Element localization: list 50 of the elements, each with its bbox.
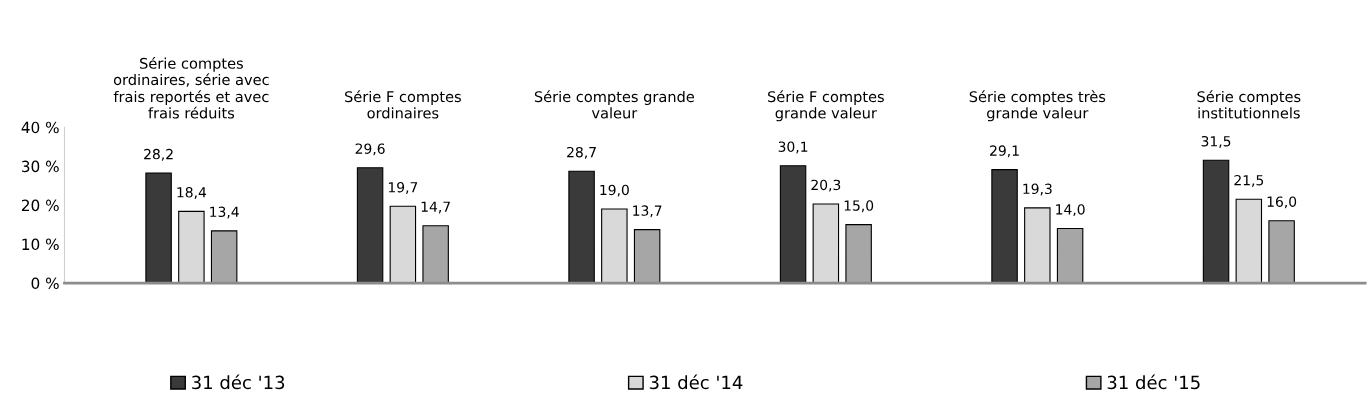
- y-tick-label: 10 %: [22, 238, 59, 251]
- data-label: 19,0: [600, 184, 629, 197]
- bar: [389, 205, 417, 284]
- data-label: 13,4: [210, 206, 239, 219]
- data-label: 16,0: [1267, 196, 1297, 209]
- legend-label: 31 déc '13: [192, 374, 285, 390]
- bar: [356, 167, 384, 284]
- data-label: 14,0: [1056, 204, 1085, 217]
- legend-label: 31 déc '14: [649, 374, 743, 390]
- x-tick-label: Série F comptes grande valeur: [768, 90, 884, 122]
- data-label: 29,1: [990, 145, 1019, 158]
- data-label: 31,5: [1201, 136, 1231, 148]
- data-label: 13,7: [633, 205, 662, 218]
- bar: [1056, 227, 1084, 284]
- data-label: 28,2: [144, 148, 173, 161]
- y-tick-label: 30 %: [21, 160, 59, 173]
- data-label: 30,1: [778, 141, 808, 154]
- data-label: 19,7: [388, 181, 418, 194]
- bar: [145, 172, 172, 284]
- x-tick-label: Série comptes grande valeur: [534, 90, 695, 119]
- y-tick-label: 0 %: [31, 277, 59, 290]
- data-label: 19,3: [1023, 183, 1052, 196]
- y-tick-label: 40 %: [21, 121, 59, 134]
- data-label: 14,7: [421, 201, 450, 214]
- bar: [1235, 198, 1263, 284]
- data-label: 29,6: [355, 143, 385, 156]
- bar: [210, 230, 238, 284]
- x-tick-label: Série comptes très grande valeur: [969, 90, 1106, 122]
- bar: [601, 208, 628, 284]
- data-label: 28,7: [567, 146, 596, 159]
- bar: [779, 165, 807, 284]
- x-tick-label: Série F comptes ordinaires: [345, 90, 461, 119]
- bar: [633, 229, 661, 284]
- bar: [178, 210, 205, 284]
- data-label: 18,4: [177, 187, 207, 199]
- bar: [812, 203, 840, 284]
- bar: [845, 224, 872, 284]
- bar: [422, 225, 449, 284]
- bar: [991, 169, 1018, 284]
- bar: [1268, 220, 1295, 284]
- legend-label: 31 déc '15: [1107, 374, 1200, 390]
- bar: [1202, 159, 1230, 284]
- data-label: 15,0: [844, 200, 874, 213]
- bar: [1024, 207, 1051, 284]
- data-label: 21,5: [1234, 174, 1264, 187]
- bar: [568, 170, 595, 284]
- x-tick-label: Série comptes ordinaires, série avec frais reportés et avec frais réduits: [113, 56, 269, 119]
- x-tick-label: Série comptes institutionnels: [1197, 90, 1301, 119]
- y-tick-label: 20 %: [21, 199, 59, 212]
- data-label: 20,3: [811, 179, 841, 192]
